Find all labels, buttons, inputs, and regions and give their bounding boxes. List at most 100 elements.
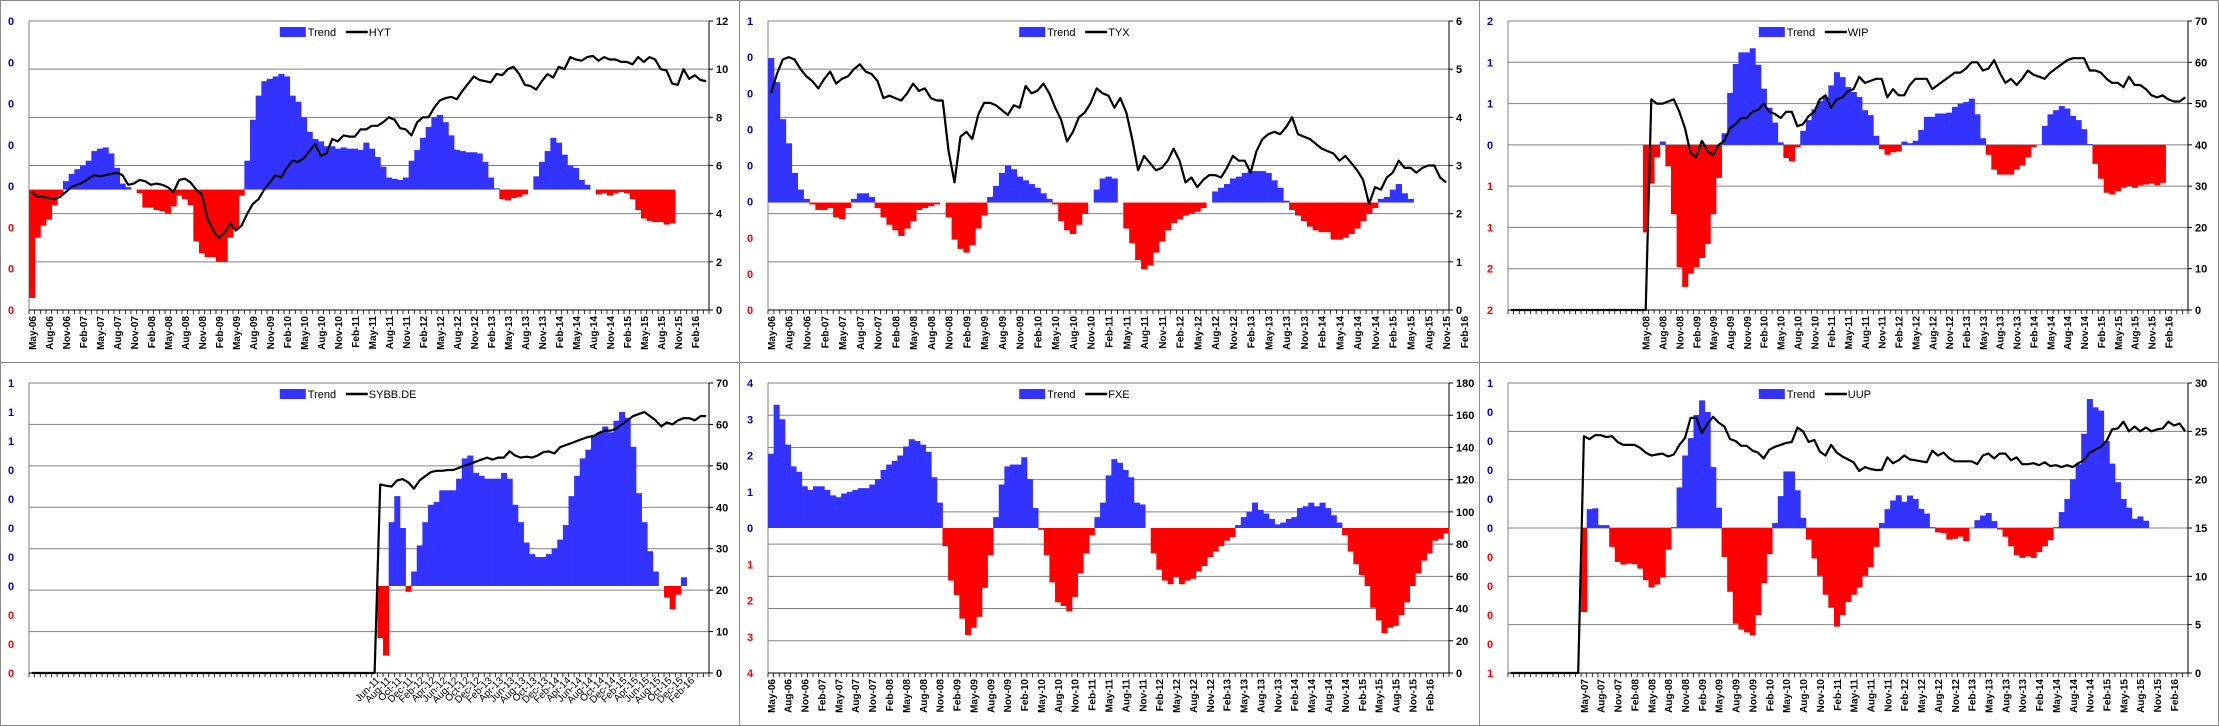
- trend-bar: [1850, 92, 1857, 145]
- trend-bar: [2041, 125, 2048, 145]
- trend-bar: [484, 478, 491, 586]
- x-axis-tick-label: Nov-15: [1442, 316, 1453, 350]
- trend-bar: [1178, 528, 1185, 585]
- right-axis-tick-label: 30: [2195, 181, 2207, 193]
- trend-bar: [1946, 528, 1953, 540]
- trend-bar: [1206, 528, 1214, 557]
- trend-bar: [1280, 522, 1287, 528]
- x-axis-tick-label: Nov-08: [936, 679, 947, 713]
- trend-bar: [1935, 113, 1942, 145]
- right-axis-tick-label: 120: [1456, 475, 1474, 487]
- legend-price-label: FXE: [1108, 389, 1129, 401]
- trend-bar: [981, 528, 988, 588]
- right-axis-tick-label: 5: [2195, 620, 2201, 632]
- left-axis-tick-label: 0: [1487, 523, 1493, 535]
- right-axis-tick-label: 60: [1456, 571, 1468, 583]
- left-axis-tick-label: 1: [1487, 57, 1493, 69]
- trend-bar: [2120, 499, 2127, 528]
- trend-bar: [391, 178, 398, 190]
- x-axis-tick-label: Nov-07: [1614, 679, 1625, 713]
- trend-bar: [233, 189, 240, 230]
- x-axis-tick-label: Nov-08: [1681, 679, 1692, 713]
- x-axis-tick-label: May-06: [28, 316, 39, 350]
- trend-bar: [346, 148, 353, 190]
- trend-bar: [809, 202, 816, 205]
- trend-bar: [1873, 528, 1880, 547]
- trend-bar: [1111, 459, 1118, 528]
- x-axis-tick-label: Aug-14: [1353, 316, 1364, 350]
- trend-bar: [1420, 528, 1427, 561]
- trend-bar: [383, 586, 390, 656]
- trend-bar: [1890, 500, 1897, 528]
- trend-bar: [550, 137, 557, 190]
- trend-bar: [1318, 202, 1326, 233]
- trend-bar: [1176, 202, 1183, 220]
- trend-bar: [1295, 202, 1302, 216]
- trend-bar: [959, 528, 966, 619]
- x-axis-tick-label: Nov-13: [2018, 679, 2029, 713]
- x-axis-tick-label: Feb-08: [885, 679, 896, 712]
- trend-bar: [448, 135, 455, 190]
- trend-bar: [29, 189, 36, 298]
- trend-bar: [998, 172, 1006, 203]
- x-axis-tick-label: Feb-13: [1968, 679, 1979, 712]
- x-axis-tick-label: Nov-10: [1087, 316, 1098, 350]
- trend-bar: [785, 143, 793, 203]
- trend-bar: [467, 455, 474, 586]
- trend-bar: [1907, 143, 1914, 145]
- left-axis-tick-label: 0: [747, 305, 753, 317]
- trend-bar: [136, 189, 143, 194]
- trend-bar: [2109, 463, 2116, 528]
- trend-bar: [1366, 202, 1373, 214]
- x-axis-tick-label: Aug-14: [589, 316, 600, 350]
- trend-bar: [1370, 528, 1377, 608]
- x-axis-tick-label: Nov-13: [1273, 679, 1284, 713]
- x-axis-tick-label: May-11: [368, 316, 379, 350]
- left-axis-tick-label: 2: [1487, 264, 1493, 276]
- x-axis-tick-label: Feb-13: [487, 316, 498, 349]
- trend-bar: [108, 153, 115, 190]
- trend-bar: [1354, 202, 1361, 229]
- trend-bar: [1308, 502, 1315, 528]
- trend-bar: [1710, 467, 1717, 528]
- right-axis-tick-label: 0: [2195, 305, 2201, 317]
- trend-bar: [374, 157, 381, 190]
- trend-bar: [1330, 202, 1337, 240]
- trend-bar: [414, 149, 421, 190]
- left-axis-tick-label: 3: [747, 414, 753, 426]
- trend-bar: [1201, 528, 1208, 567]
- trend-bar: [284, 76, 291, 190]
- legend-price-label: WIP: [1848, 27, 1869, 39]
- left-axis-tick-label: 1: [1487, 222, 1493, 234]
- x-axis-tick-label: Feb-09: [215, 316, 226, 349]
- trend-bar: [1088, 528, 1095, 536]
- x-axis-tick-label: May-12: [1193, 316, 1204, 350]
- trend-bar: [1996, 144, 2003, 175]
- trend-bar: [852, 489, 859, 528]
- right-axis-tick-label: 6: [716, 161, 722, 173]
- x-axis-tick-label: Nov-10: [1071, 679, 1082, 713]
- trend-bar: [1285, 518, 1292, 528]
- legend-trend-label: Trend: [308, 389, 336, 401]
- left-axis-tick-label: 0: [747, 197, 753, 209]
- left-axis-tick-label: 0: [747, 124, 753, 136]
- trend-bar: [74, 169, 81, 190]
- trend-bar: [91, 151, 98, 190]
- x-axis-tick-label: Aug-08: [1664, 679, 1675, 713]
- x-axis-tick-label: Feb-10: [1765, 679, 1776, 712]
- x-axis-tick-label: Feb-08: [147, 316, 158, 349]
- right-axis-tick-label: 20: [1456, 636, 1468, 648]
- x-axis-tick-label: May-08: [164, 316, 175, 350]
- trend-bar: [1358, 528, 1365, 576]
- trend-bar: [1105, 475, 1112, 528]
- x-axis-tick-label: Aug-10: [1054, 679, 1065, 713]
- left-axis-tick-label: 0: [8, 305, 14, 317]
- right-axis-tick-label: 0: [1456, 668, 1462, 680]
- x-axis-tick-label: Nov-15: [1408, 679, 1419, 713]
- trend-bar: [489, 478, 496, 586]
- trend-bar: [839, 202, 846, 220]
- trend-bar: [1123, 202, 1130, 229]
- trend-bar: [363, 142, 370, 190]
- trend-bar: [450, 490, 457, 586]
- trend-bar: [238, 189, 245, 196]
